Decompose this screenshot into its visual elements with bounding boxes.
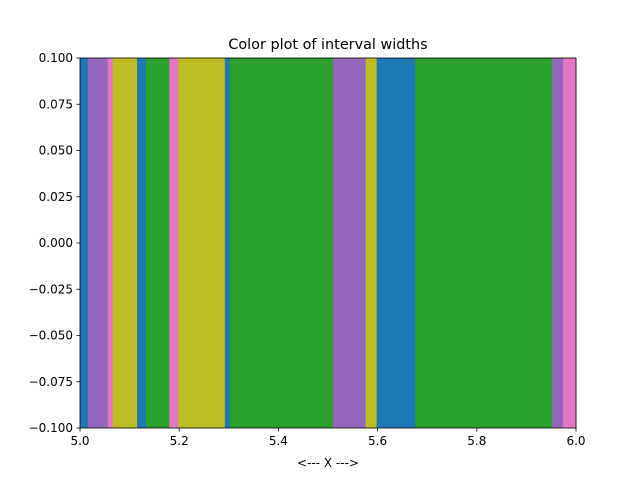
y-tick-label: 0.025 — [39, 190, 73, 204]
y-tick-label: 0.000 — [39, 236, 73, 250]
y-tick-label: −0.025 — [29, 282, 73, 296]
interval-band-9 — [229, 58, 334, 428]
x-tick-label: 5.0 — [70, 434, 89, 448]
interval-band-15 — [563, 58, 577, 428]
interval-bands — [80, 58, 577, 428]
x-tick-label: 6.0 — [566, 434, 585, 448]
interval-band-3 — [112, 58, 138, 428]
x-tick-label: 5.8 — [467, 434, 486, 448]
interval-band-4 — [137, 58, 147, 428]
y-tick-label: −0.075 — [29, 375, 73, 389]
chart-title: Color plot of interval widths — [228, 37, 427, 53]
interval-band-1 — [87, 58, 109, 428]
interval-band-10 — [332, 58, 367, 428]
interval-band-2 — [107, 58, 114, 428]
y-tick-label: −0.100 — [29, 421, 73, 435]
y-tick-label: 0.075 — [39, 97, 73, 111]
interval-band-8 — [224, 58, 231, 428]
interval-band-11 — [365, 58, 378, 428]
interval-band-0 — [80, 58, 89, 428]
x-tick-label: 5.6 — [368, 434, 387, 448]
y-tick-label: 0.100 — [39, 51, 73, 65]
x-tick-label: 5.2 — [170, 434, 189, 448]
x-axis: 5.0 5.2 5.4 5.6 5.8 6.0 — [70, 428, 586, 448]
x-axis-label: <--- X ---> — [297, 456, 359, 470]
interval-band-5 — [145, 58, 170, 428]
interval-band-14 — [552, 58, 564, 428]
y-axis: −0.100 −0.075 −0.050 −0.025 0.000 0.025 0.050 0… — [29, 51, 80, 435]
interval-band-12 — [376, 58, 416, 428]
interval-band-6 — [169, 58, 179, 428]
x-tick-label: 5.4 — [269, 434, 288, 448]
interval-band-13 — [415, 58, 553, 428]
y-tick-label: 0.050 — [39, 144, 73, 158]
interval-band-7 — [178, 58, 226, 428]
y-tick-label: −0.050 — [29, 329, 73, 343]
